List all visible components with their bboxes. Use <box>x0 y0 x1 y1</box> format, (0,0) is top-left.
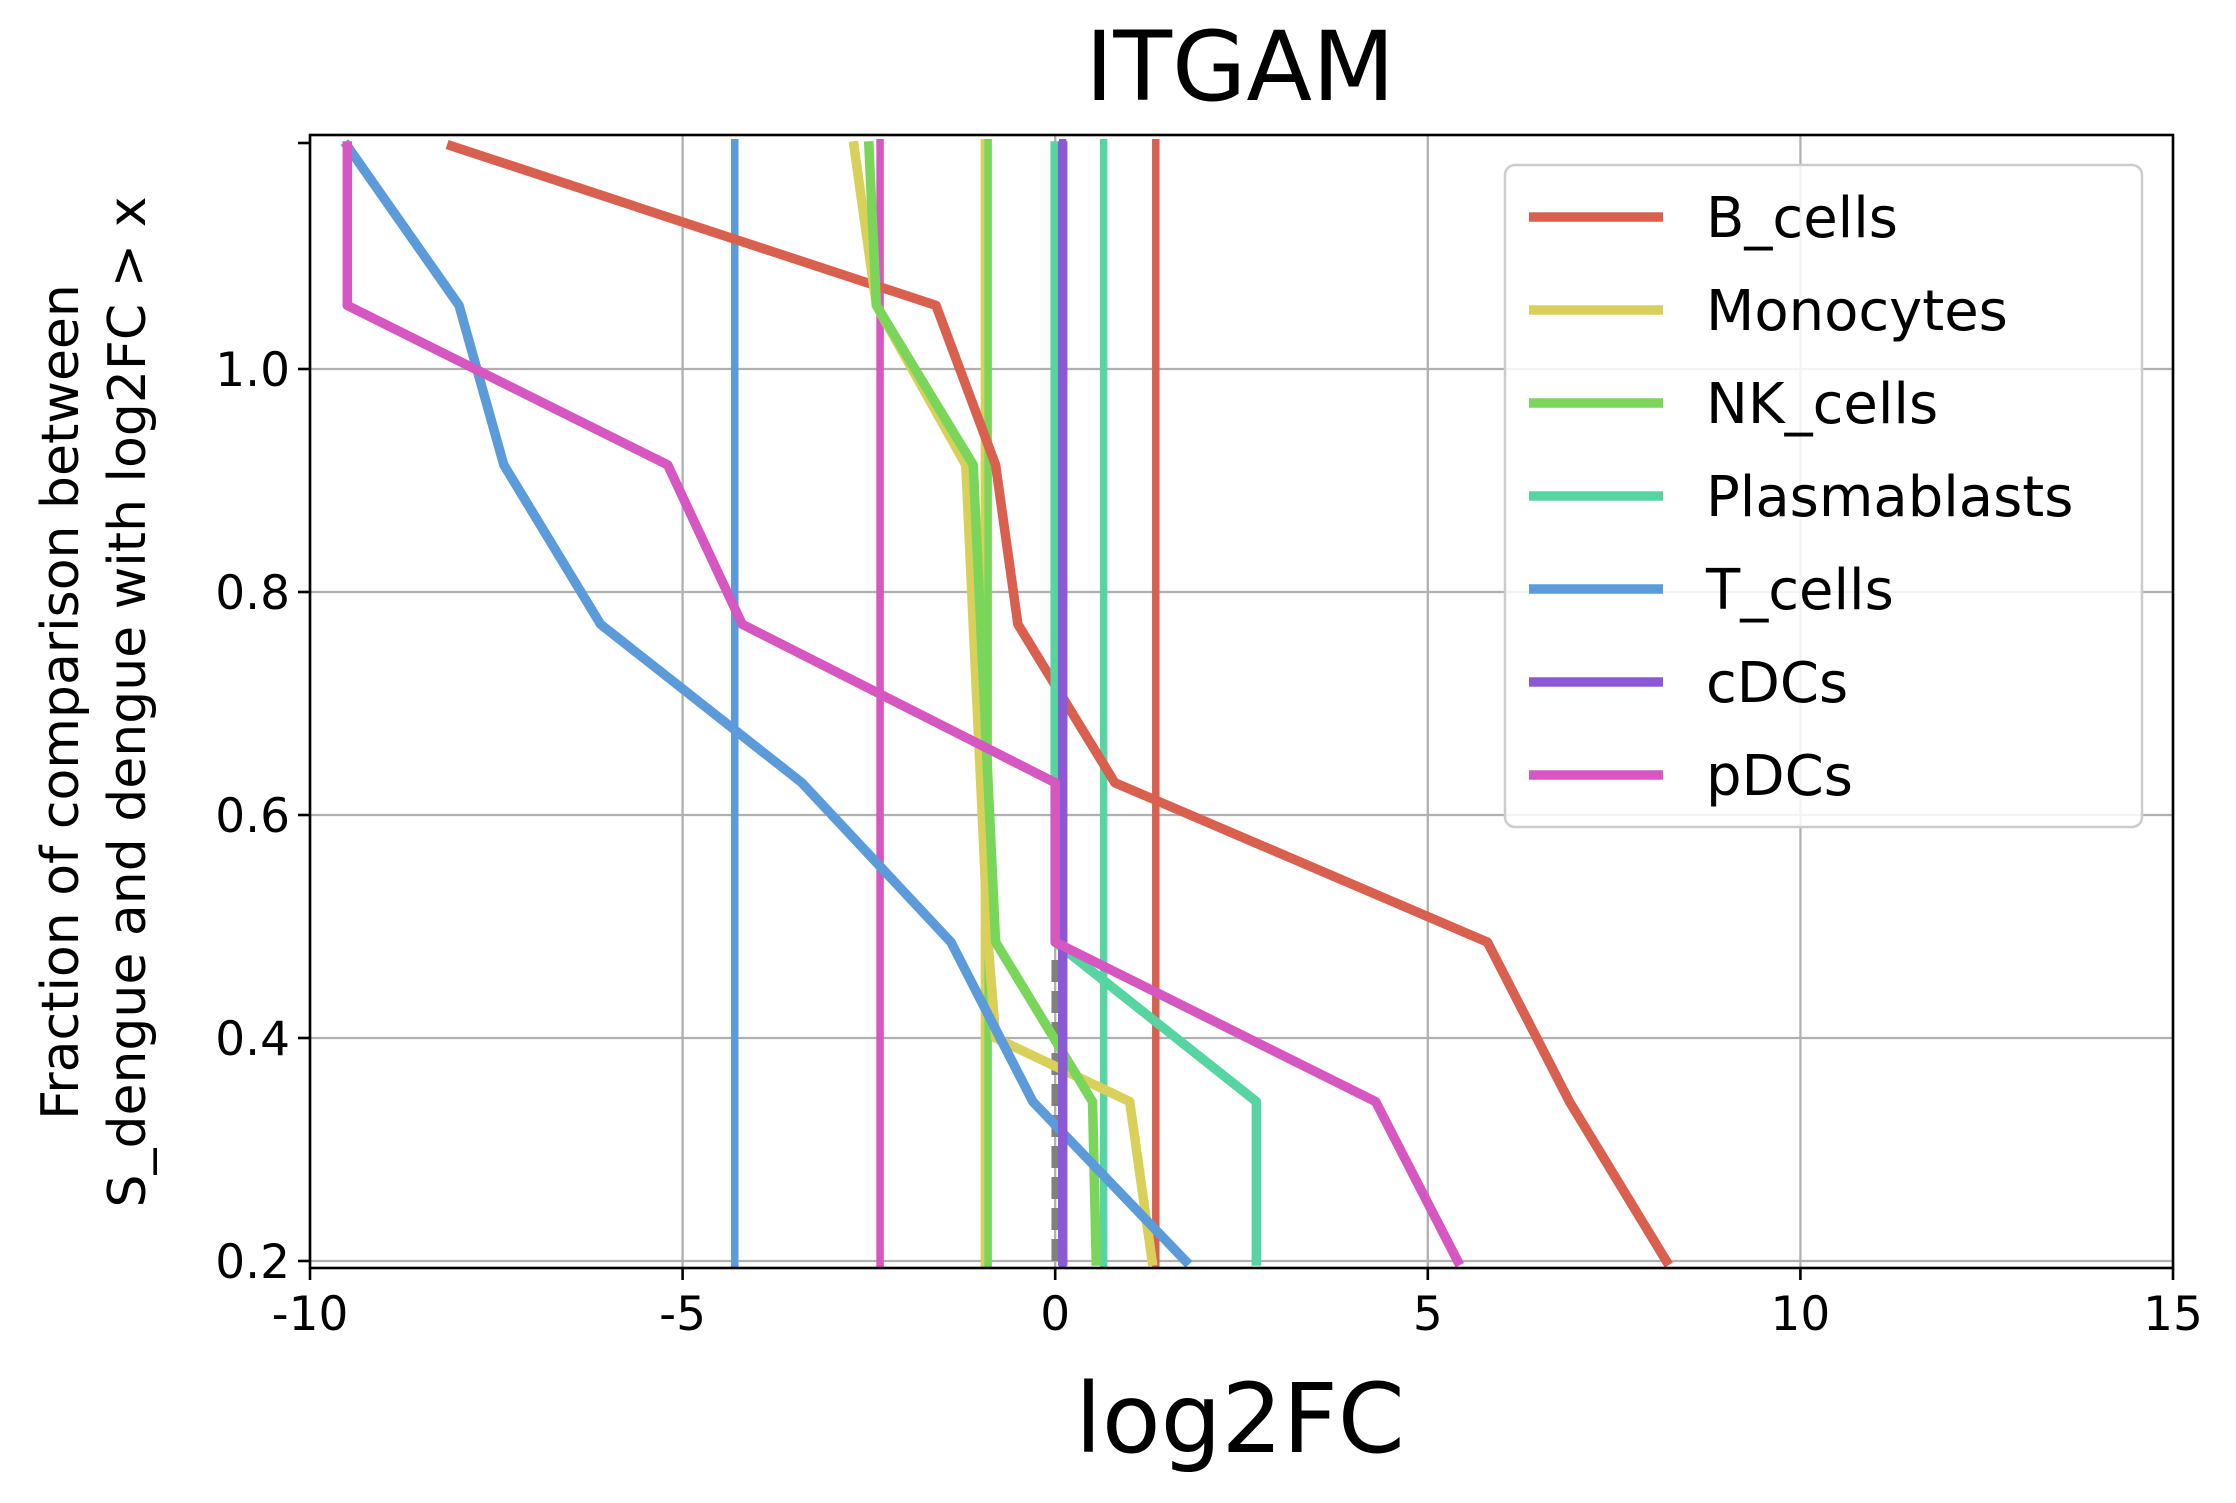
x-tick-label: 0 <box>1040 1287 1070 1342</box>
series-t-cells <box>340 139 1193 1268</box>
x-tick-label: 5 <box>1413 1287 1443 1342</box>
axis-ticks: -10 -5 0 5 10 15 0.2 0.4 0.6 0.8 1.0 <box>215 141 2203 1342</box>
series-pdcs <box>342 141 1464 1268</box>
legend-label-monocytes: Monocytes <box>1706 279 2008 344</box>
plot-area-frame <box>308 133 2175 1270</box>
legend-box <box>1503 163 2144 829</box>
y-tick-label: 0.2 <box>215 1235 290 1290</box>
y-tick-label: 0.8 <box>215 566 290 621</box>
legend-items: B_cells Monocytes NK_cells Plasmablasts T_ce… <box>1529 186 2073 809</box>
legend-label-plasmablasts: Plasmablasts <box>1706 465 2073 530</box>
x-tick-label: -5 <box>659 1287 706 1342</box>
legend-label-pdcs: pDCs <box>1706 744 1853 809</box>
y-tick-label: 0.4 <box>215 1012 290 1067</box>
y-axis-label-line-2: S_dengue and dengue with log2FC > x <box>98 196 158 1207</box>
legend-label-b-cells: B_cells <box>1706 186 1898 251</box>
y-tick-label: 1.0 <box>215 343 290 398</box>
x-tick-label: -10 <box>272 1287 349 1342</box>
y-tick-label: 0.6 <box>215 789 290 844</box>
series-plasmablasts <box>1050 141 1262 1266</box>
x-axis-label: log2FC <box>1075 1363 1405 1475</box>
x-tick-label: 10 <box>1770 1287 1830 1342</box>
chart-title: ITGAM <box>1085 11 1395 123</box>
series-lines <box>340 139 1673 1268</box>
y-axis-label-line-1: Fraction of comparison between <box>31 284 91 1120</box>
legend-label-nk-cells: NK_cells <box>1706 372 1938 437</box>
x-tick-label: 15 <box>2143 1287 2203 1342</box>
legend-label-t-cells: T_cells <box>1705 558 1894 623</box>
legend-label-cdcs: cDCs <box>1706 651 1848 716</box>
series-nk-cells <box>863 141 1102 1266</box>
legend: B_cells Monocytes NK_cells Plasmablasts T_ce… <box>1503 163 2144 829</box>
